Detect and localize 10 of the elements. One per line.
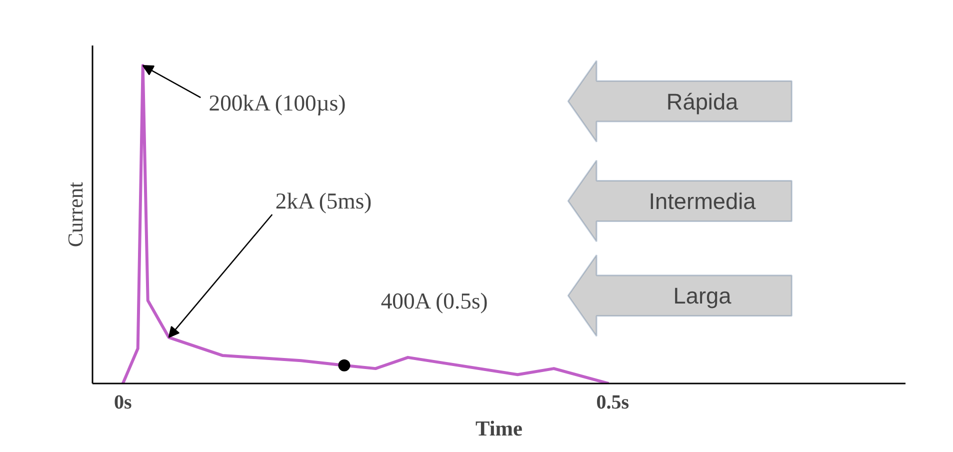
x-axis-title: Time [476, 416, 522, 440]
annotation: Rápida [666, 88, 739, 114]
x-tick-label: 0s [114, 392, 132, 414]
x-tick-label: 0.5s [596, 392, 630, 414]
annotation: 2kA (5ms) [275, 188, 372, 214]
annotation: 200kA (100µs) [208, 90, 346, 116]
annotation: 400A (0.5s) [380, 288, 488, 314]
y-axis-title: Current [64, 182, 88, 248]
annotation: Larga [673, 282, 732, 309]
annotation: Intermedia [648, 188, 756, 214]
